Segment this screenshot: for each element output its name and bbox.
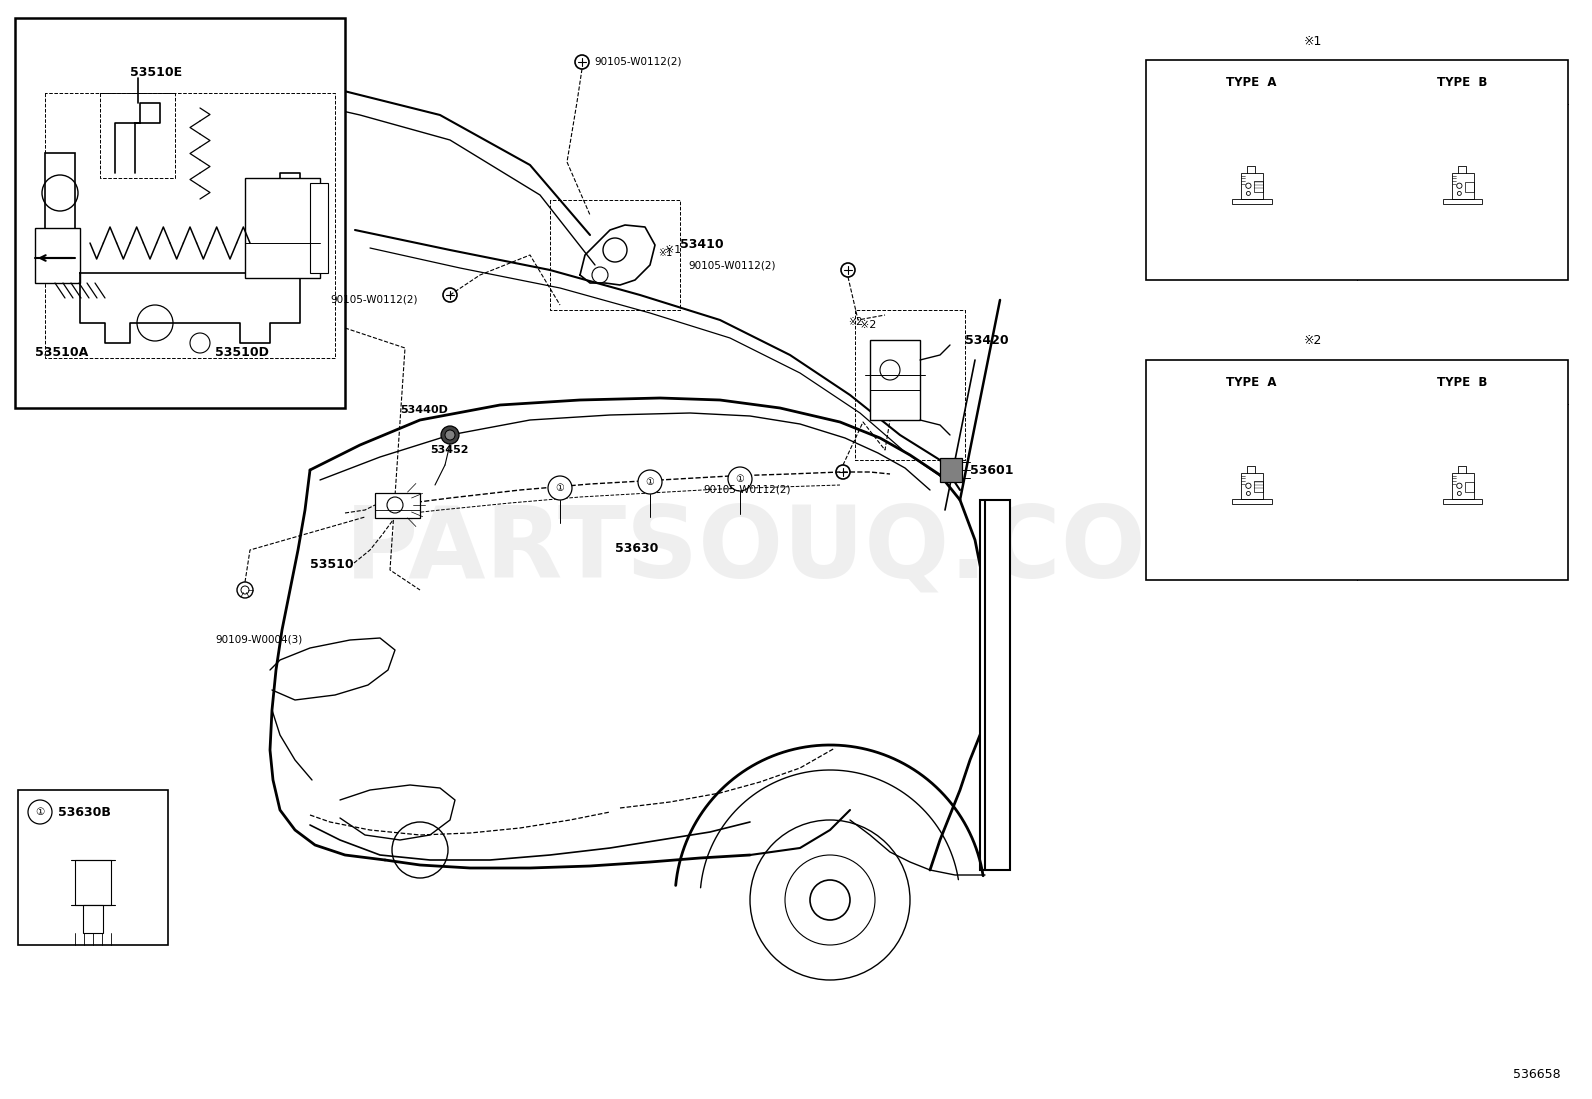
Text: 53420: 53420: [965, 333, 1009, 346]
Text: ※2: ※2: [860, 320, 876, 330]
Circle shape: [548, 476, 572, 500]
Text: 53410: 53410: [680, 238, 724, 252]
Text: 536658: 536658: [1512, 1068, 1560, 1081]
Text: 90105-W0112(2): 90105-W0112(2): [594, 57, 681, 67]
Bar: [1442, 199, 1482, 204]
Bar: [376, 493, 420, 518]
Text: ①: ①: [556, 482, 565, 493]
Bar: [1465, 182, 1474, 192]
Bar: [1452, 473, 1474, 499]
Text: TYPE  B: TYPE B: [1438, 376, 1489, 389]
Text: 90105-W0112(2): 90105-W0112(2): [704, 485, 791, 495]
Text: ①: ①: [646, 477, 654, 487]
Text: 90105-W0112(2): 90105-W0112(2): [330, 295, 417, 306]
Circle shape: [728, 467, 751, 491]
Text: 53510D: 53510D: [215, 346, 269, 359]
Text: 53510A: 53510A: [35, 346, 88, 359]
Bar: [14, 18, 345, 408]
Text: PARTSOUQ.COM: PARTSOUQ.COM: [345, 501, 1247, 598]
Bar: [1240, 473, 1262, 499]
Circle shape: [446, 430, 455, 440]
Bar: [1442, 499, 1482, 504]
Bar: [1452, 173, 1474, 199]
Text: ※1: ※1: [657, 248, 672, 258]
Bar: [1146, 60, 1568, 280]
Bar: [245, 178, 320, 278]
Text: ※1: ※1: [665, 245, 681, 255]
Text: 53510E: 53510E: [131, 67, 181, 79]
Bar: [1146, 360, 1568, 580]
Circle shape: [638, 470, 662, 493]
Bar: [1465, 482, 1474, 492]
Text: 53440D: 53440D: [400, 406, 447, 415]
Bar: [869, 340, 920, 420]
Text: TYPE  A: TYPE A: [1226, 376, 1277, 389]
Text: 53601: 53601: [970, 464, 1014, 477]
Text: ※2: ※2: [849, 317, 863, 328]
Bar: [310, 184, 328, 273]
Text: ※1: ※1: [1304, 35, 1323, 48]
Bar: [75, 861, 111, 904]
Bar: [83, 904, 103, 933]
Bar: [45, 153, 75, 284]
Bar: [1254, 181, 1262, 192]
Bar: [18, 790, 169, 945]
Bar: [1240, 173, 1262, 199]
Text: 90105-W0112(2): 90105-W0112(2): [688, 260, 775, 270]
Bar: [1232, 199, 1272, 204]
Text: ①: ①: [35, 807, 45, 817]
Circle shape: [441, 426, 458, 444]
Circle shape: [29, 800, 53, 824]
Text: ※2: ※2: [1304, 334, 1323, 347]
Bar: [939, 458, 962, 482]
Bar: [35, 227, 80, 284]
Text: TYPE  A: TYPE A: [1226, 76, 1277, 89]
Text: ①: ①: [736, 474, 745, 484]
Text: TYPE  B: TYPE B: [1438, 76, 1489, 89]
Bar: [1232, 499, 1272, 504]
Bar: [1254, 481, 1262, 492]
Bar: [981, 500, 1009, 870]
Text: 53630: 53630: [615, 542, 659, 555]
Text: 53630B: 53630B: [57, 806, 111, 819]
Text: 53452: 53452: [430, 445, 468, 455]
Text: 90109-W0004(3): 90109-W0004(3): [215, 635, 302, 645]
Text: 53510: 53510: [310, 558, 353, 571]
